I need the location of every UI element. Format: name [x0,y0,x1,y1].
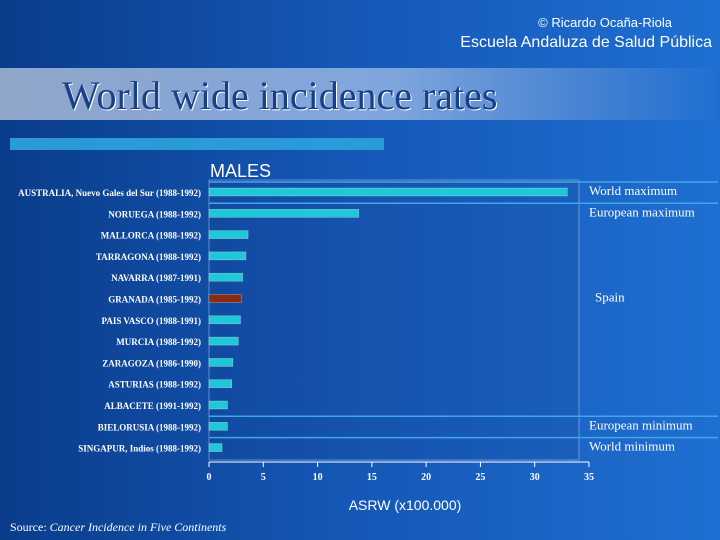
x-tick-label: 15 [367,472,377,483]
category-label: NORUEGA (1988-1992) [108,209,201,219]
bar [208,315,241,325]
title-band [0,68,720,120]
chart-title: MALES [210,161,271,181]
x-axis-label: ASRW (x100.000) [349,497,462,513]
x-tick-label: 25 [475,472,485,483]
bar [208,230,249,239]
category-label: TARRAGONA (1988-1992) [96,252,201,262]
category-label: SINGAPUR, Indios (1988-1992) [78,444,201,454]
x-tick-label: 30 [530,472,540,483]
category-label: MALLORCA (1988-1992) [101,231,201,241]
category-label: GRANADA (1985-1992) [108,295,201,305]
bar [208,336,239,346]
category-label: ASTURIAS (1988-1992) [108,380,201,390]
category-label: NAVARRA (1987-1991) [111,273,201,283]
bar [208,187,568,197]
spain-annotation: Spain [595,290,625,305]
world-minimum-annotation: World minimum [589,439,675,454]
bar [208,358,234,367]
organization-name: Escuela Andaluza de Salud Pública [460,34,712,51]
category-label: PAIS VASCO (1988-1991) [101,316,201,326]
slide-title: World wide incidence rates [62,73,498,118]
bar [208,272,243,282]
title-underline [10,138,384,150]
category-label: MURCIA (1988-1992) [116,337,201,347]
source-note: Source: Cancer Incidence in Five Contine… [10,520,226,535]
bar [208,422,228,431]
bar [208,294,242,303]
plot-area [208,179,580,461]
copyright-text: © Ricardo Ocaña-Riola [538,15,672,30]
bar [208,443,223,452]
european-maximum-annotation: European maximum [589,204,695,219]
x-tick-label: 0 [207,472,212,483]
category-label: ZARAGOZA (1986-1990) [102,358,201,368]
bar [208,209,360,218]
bar [208,379,233,388]
x-tick-label: 20 [421,472,431,483]
category-label: AUSTRALIA, Nuevo Gales del Sur (1988-199… [18,188,201,198]
x-tick-label: 35 [584,472,594,483]
source-title: Cancer Incidence in Five Continents [49,520,227,534]
incidence-bar-chart: MALES 0 5 10 15 20 25 30 35 ASRW (x100.000) AUSTRA… [18,161,718,513]
world-maximum-annotation: World maximum [589,183,677,198]
bar [208,251,247,261]
x-tick-label: 5 [261,472,266,483]
category-label: BIELORUSIA (1988-1992) [98,422,201,432]
x-tick-label: 10 [313,472,323,483]
bar [208,400,228,410]
category-label: ALBACETE (1991-1992) [104,401,201,411]
european-minimum-annotation: European minimum [589,417,693,432]
source-prefix: Source: [10,520,50,534]
